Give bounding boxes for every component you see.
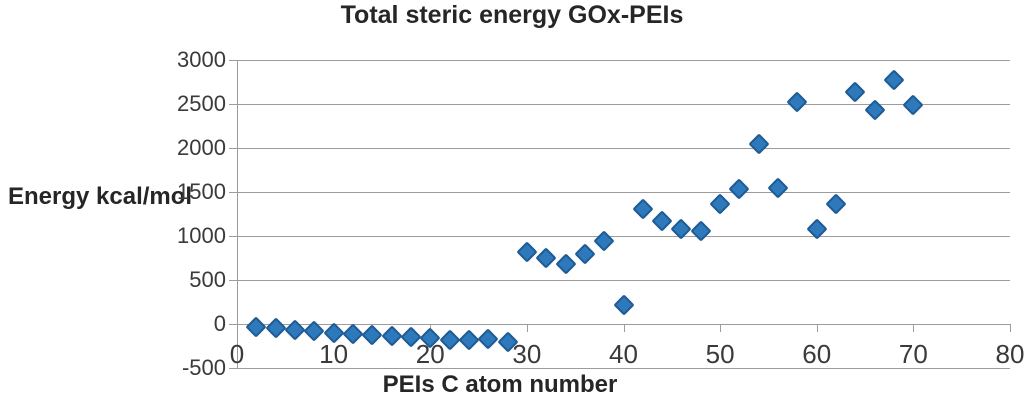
x-axis-title: PEIs C atom number [382,371,618,398]
y-gridline [237,236,1010,237]
data-point [245,316,267,338]
data-point [767,177,789,200]
x-tick [526,324,528,332]
y-axis-title: Energy kcal/mol [8,183,193,210]
data-point [554,253,577,275]
data-point [690,220,712,242]
chart-title: Total steric energy GOx-PEIs [340,1,684,29]
data-point [825,193,847,215]
data-point [651,209,673,232]
data-point [728,178,751,200]
y-tick [229,192,237,193]
data-point [574,242,596,265]
data-point [265,317,287,339]
x-tick [913,324,915,332]
data-point [902,94,924,116]
x-tick [816,324,818,332]
y-gridline [237,60,1010,61]
data-point [535,246,557,269]
x-tick-label: 0 [229,339,245,369]
data-point [864,99,886,121]
y-tick [229,324,237,325]
y-axis-line [237,60,238,368]
y-gridline [237,104,1010,105]
x-tick-label: 30 [512,339,542,369]
x-tick-label: 10 [319,339,349,369]
y-tick-label: 2000 [177,135,226,160]
x-tick-label: 50 [705,339,735,369]
y-tick [229,148,237,149]
x-tick-label: 70 [898,339,928,369]
y-tick [229,104,237,105]
y-tick-label: 3000 [177,47,226,72]
data-point [786,91,809,113]
data-point [844,81,866,103]
x-tick [237,324,238,332]
data-point [632,198,654,220]
data-point [612,294,635,316]
x-tick-label: 80 [995,339,1024,369]
y-tick [229,60,237,61]
y-tick-label: 1500 [177,179,226,204]
data-point [748,132,770,155]
y-gridline [237,368,1010,369]
y-gridline [237,192,1010,193]
x-tick [720,324,722,332]
data-point [516,241,538,263]
y-gridline [237,280,1010,281]
data-point [284,319,306,341]
x-tick [623,324,625,332]
y-gridline [237,148,1010,149]
data-point [883,69,905,91]
data-point [709,193,731,215]
data-point [593,230,615,252]
y-tick-label: 2500 [177,91,226,116]
y-tick-label: 1000 [177,223,226,248]
x-tick-label: 60 [802,339,832,369]
x-tick-label: 40 [609,339,638,369]
y-tick-label: 0 [213,311,226,336]
y-tick-label: 500 [189,267,226,292]
y-tick [229,368,237,369]
y-tick [229,236,237,237]
x-tick [1010,324,1011,332]
y-tick-label: -500 [181,355,226,380]
y-tick [229,280,237,281]
